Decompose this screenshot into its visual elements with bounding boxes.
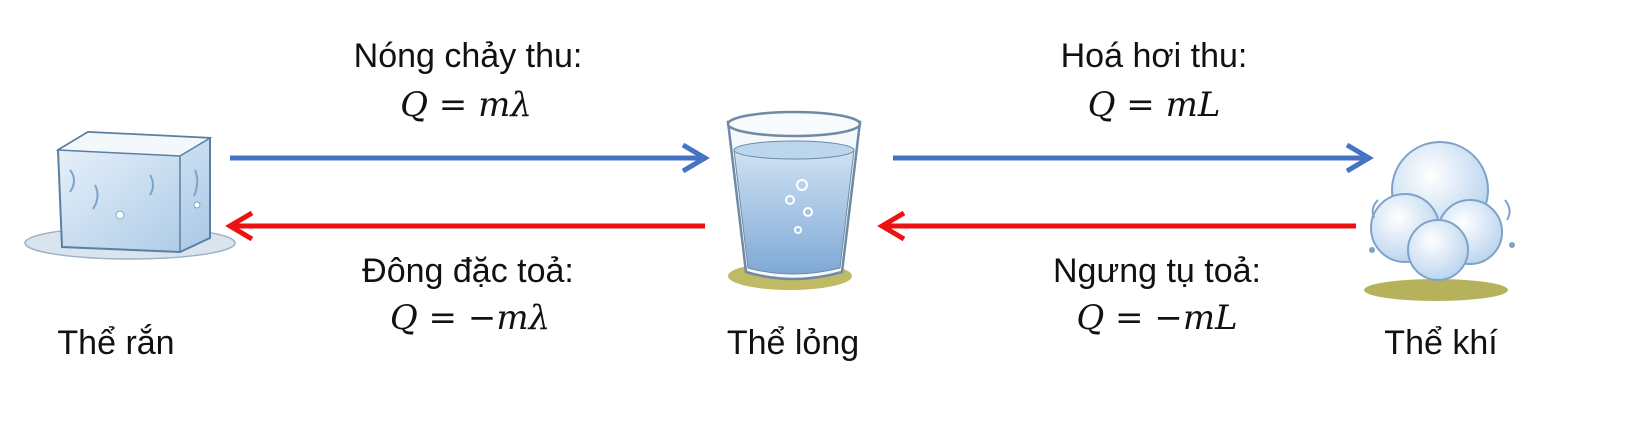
- vaporization-label: Hoá hơi thu:: [1060, 37, 1248, 75]
- melting-formula: Q = mλ: [400, 85, 532, 125]
- state-solid-label: Thể rắn: [57, 324, 175, 362]
- arrow-condensation: [877, 210, 1356, 242]
- state-gas-label: Thể khí: [1384, 324, 1498, 362]
- ice-cube-icon: [24, 130, 236, 260]
- condensation-label: Ngưng tụ toả:: [1052, 252, 1262, 290]
- solidification-label: Đông đặc toả:: [362, 252, 574, 290]
- arrow-melting: [230, 142, 710, 174]
- state-liquid-label: Thể lỏng: [726, 324, 860, 362]
- vapor-cloud-icon: [1364, 141, 1515, 301]
- vaporization-formula: Q = mL: [1087, 85, 1221, 125]
- solidification-formula: Q = −mλ: [389, 298, 551, 338]
- melting-label: Nóng chảy thu:: [353, 37, 583, 75]
- arrow-vaporization: [893, 142, 1374, 174]
- condensation-formula: Q = −mL: [1076, 298, 1238, 338]
- water-glass-icon: [726, 110, 862, 290]
- arrow-solidification: [225, 210, 705, 242]
